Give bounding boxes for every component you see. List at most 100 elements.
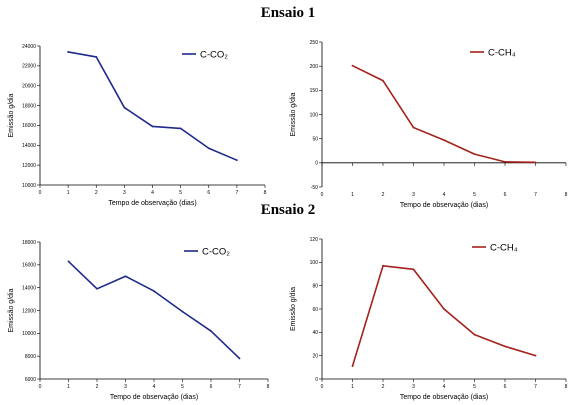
y-tick-label: 20000 [22,84,36,90]
x-axis-title: Tempo de observação (dias) [400,394,488,401]
y-tick-label: 200 [310,64,319,70]
series-line [352,64,536,164]
heading-ensaio-2: Ensaio 2 [260,202,316,218]
x-tick-label: 6 [210,384,213,390]
data-point [67,51,70,53]
x-tick-label: 8 [267,384,270,390]
x-tick-label: 2 [95,190,98,196]
x-tick-label: 3 [123,190,126,196]
data-point [382,264,384,267]
data-point [238,357,241,360]
data-point [153,290,155,292]
chart-ensaio1-co2: 10000 12000 14000 16000 18000 20000 22000 24000… [8,44,267,207]
series-line [67,51,238,161]
data-point [534,161,537,164]
x-tick-label: 4 [151,190,154,196]
data-point [382,79,384,82]
x-tick-label: 4 [443,192,446,198]
x-tick-label: 1 [351,192,354,198]
y-tick-label: 0 [315,161,318,167]
data-point [96,287,98,290]
y-tick-label: 50 [312,136,318,142]
x-tick-label: 5 [181,384,184,390]
y-tick-label: 100 [310,260,319,266]
y-tick-label: 12000 [22,308,36,314]
x-tick-label: 2 [382,192,385,198]
y-tick-label: 100 [310,112,319,118]
x-tick-label: 0 [321,192,324,198]
data-point [412,126,415,129]
data-point [351,365,354,368]
x-axis-title: Tempo de observação (dias) [108,200,196,207]
series-line [351,265,536,367]
x-tick-label: 7 [235,190,238,196]
x-tick-label: 7 [534,192,537,198]
y-axis-title: Emissão g/dia [8,288,15,332]
y-axis-title: Emissão g/dia [8,93,15,137]
x-tick-label: 7 [534,384,537,390]
y-tick-label: 0 [315,377,318,383]
x-tick-label: 3 [124,384,127,390]
x-tick-label: 7 [238,384,241,390]
x-tick-label: 2 [382,384,385,390]
y-tick-label: 12000 [22,163,36,169]
x-tick-label: 1 [351,384,354,390]
y-tick-label: 60 [312,307,318,313]
x-tick-label: 6 [504,384,507,390]
x-tick-label: 0 [39,384,42,390]
heading-ensaio-1: Ensaio 1 [260,5,316,21]
x-axis-title: Tempo de observação (dias) [110,394,198,401]
data-point [473,153,476,156]
y-tick-label: 10000 [22,183,36,189]
y-tick-label: 16000 [22,263,36,269]
data-point [504,160,506,163]
y-tick-label: 18000 [22,240,36,246]
data-point [151,125,154,128]
data-point [534,354,537,357]
legend-label: C-CO₂ [202,247,230,258]
x-axis-title: Tempo de observação (dias) [400,202,488,209]
data-point [124,275,127,278]
x-tick-label: 8 [264,190,267,196]
y-tick-label: 10000 [22,331,36,337]
x-tick-label: 5 [179,190,182,196]
x-tick-label: 3 [412,384,415,390]
x-tick-label: 0 [39,190,42,196]
y-tick-label: 18000 [22,103,36,109]
x-tick-label: 8 [565,384,568,390]
data-point [412,268,415,271]
y-tick-label: 20 [312,353,318,359]
y-tick-label: 80 [312,283,318,289]
data-point [504,345,506,348]
x-tick-label: 4 [443,384,446,390]
y-tick-label: 14000 [22,143,36,149]
data-point [235,159,238,162]
x-tick-label: 4 [153,384,156,390]
x-tick-label: 5 [473,384,476,390]
series-line [67,260,241,360]
data-point [181,310,184,313]
y-tick-label: 8000 [25,354,36,360]
chart-ensaio2-ch4: 0 20 40 60 80 100 120 0 1 2 3 4 5 6 7 8 Tempo de observa… [290,237,568,401]
y-axis-title: Emissão g/dia [290,287,297,331]
data-point [179,127,182,130]
x-tick-label: 8 [565,192,568,198]
data-point [67,260,70,263]
data-point [443,308,445,310]
y-tick-label: 120 [310,237,319,243]
y-tick-label: 24000 [22,44,36,50]
x-tick-label: 5 [473,192,476,198]
y-tick-label: 16000 [22,123,36,129]
data-point [207,147,210,150]
y-axis-title: Emissão g/dia [290,92,297,136]
y-tick-label: 250 [310,40,319,46]
y-tick-label: 14000 [22,285,36,291]
x-tick-label: 1 [67,190,70,196]
data-point [473,333,476,336]
x-tick-label: 2 [96,384,99,390]
legend-label: C-CH₄ [488,48,516,59]
y-tick-label: 6000 [25,377,36,383]
data-point [210,330,212,332]
legend-label: C-CH₄ [490,243,518,254]
